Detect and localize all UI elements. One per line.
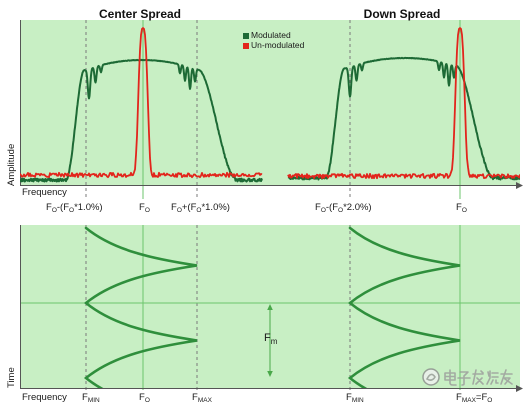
watermark-glyph-3 bbox=[472, 369, 484, 385]
watermark-glyph-4 bbox=[486, 370, 499, 385]
label-text: -(F bbox=[325, 202, 339, 213]
label-subscript: O bbox=[320, 207, 326, 214]
down-spread-title: Down Spread bbox=[363, 7, 441, 21]
amplitude-axis-label: Amplitude bbox=[6, 143, 17, 186]
label-text: F bbox=[46, 202, 52, 213]
label-text: F bbox=[346, 392, 352, 403]
label-text: +(F bbox=[181, 202, 197, 213]
spectrum-axes bbox=[20, 20, 523, 189]
center-spread-modulated-spectrum bbox=[20, 58, 263, 183]
label-text: F bbox=[456, 202, 462, 213]
label-subscript: O bbox=[69, 207, 75, 214]
watermark-mark-icon bbox=[426, 373, 436, 381]
label-text: F bbox=[82, 392, 88, 403]
modulation-period-label: Fm bbox=[264, 332, 278, 346]
label-subscript: O bbox=[51, 207, 57, 214]
label-text: *1.0%) bbox=[201, 202, 230, 213]
center-spread-unmodulated-spectrum bbox=[20, 27, 263, 179]
center-fo-plus-label: FO+(FO*1.0%) bbox=[171, 202, 230, 214]
label-text: -(F bbox=[56, 202, 70, 213]
legend-modulated-label: Modulated bbox=[251, 30, 291, 40]
sweep-axes bbox=[20, 225, 523, 392]
top-frequency-axis-arrowhead bbox=[516, 182, 523, 189]
sweep-curves bbox=[83, 226, 461, 388]
label-subscript: O bbox=[196, 207, 202, 214]
down-fo-label: FO bbox=[456, 202, 467, 214]
center-spread-frequency-sweep bbox=[83, 226, 198, 388]
bottom-frequency-axis-label: Frequency bbox=[22, 392, 67, 403]
down-fmax-label: FMAX=FO bbox=[456, 392, 493, 404]
down-spread-unmodulated-spectrum bbox=[287, 27, 520, 180]
center-spread-title: Center Spread bbox=[98, 7, 182, 21]
center-fo-label: FO bbox=[139, 202, 150, 214]
label-text: F bbox=[139, 202, 145, 213]
modulation-period-arrow bbox=[267, 304, 273, 377]
watermark-glyph-2 bbox=[457, 371, 471, 386]
legend-unmodulated-swatch bbox=[243, 43, 249, 49]
label-subscript: MIN bbox=[87, 397, 100, 404]
label-text: *2.0%) bbox=[343, 202, 372, 213]
label-text: F bbox=[192, 392, 198, 403]
modulation-period-arrow-top-head bbox=[267, 304, 273, 310]
label-text: =F bbox=[475, 392, 488, 403]
center-fmax-label: FMAX bbox=[192, 392, 212, 404]
down-fmin-label: FMIN bbox=[346, 392, 364, 404]
label-subscript: MIN bbox=[351, 397, 364, 404]
label-text: F bbox=[139, 392, 145, 403]
watermark-glyph-1 bbox=[444, 369, 457, 386]
down-spread-modulated-spectrum bbox=[287, 56, 520, 181]
sweep-guides bbox=[20, 225, 520, 390]
label-subscript: MAX bbox=[461, 397, 476, 404]
label-subscript: O bbox=[338, 207, 344, 214]
down-fo-minus-label: FO-(FO*2.0%) bbox=[315, 202, 372, 214]
center-sweep-fo-label: FO bbox=[139, 392, 150, 404]
label-text: F bbox=[264, 332, 271, 344]
label-text: F bbox=[315, 202, 321, 213]
top-frequency-axis-label: Frequency bbox=[22, 187, 67, 198]
label-subscript: MAX bbox=[197, 397, 212, 404]
watermark-circle-icon bbox=[422, 368, 440, 386]
watermark-logo bbox=[422, 368, 513, 386]
label-subscript: O bbox=[461, 207, 467, 214]
spectrum-guides bbox=[85, 20, 461, 199]
label-subscript: O bbox=[144, 397, 150, 404]
modulation-period-arrow-bottom-head bbox=[267, 371, 273, 377]
label-subscript: m bbox=[270, 337, 278, 346]
label-subscript: O bbox=[176, 207, 182, 214]
time-axis-label: Time bbox=[6, 367, 17, 388]
label-text: F bbox=[171, 202, 177, 213]
spectrum-panel-background bbox=[20, 20, 520, 185]
label-subscript: O bbox=[144, 207, 150, 214]
down-spread-frequency-sweep bbox=[347, 226, 461, 388]
label-text: *1.0%) bbox=[74, 202, 103, 213]
label-text: F bbox=[456, 392, 462, 403]
watermark-glyph-5 bbox=[500, 369, 513, 385]
bottom-frequency-axis-arrowhead bbox=[516, 385, 523, 392]
spectrum-curves bbox=[20, 27, 520, 183]
legend-unmodulated-label: Un-modulated bbox=[251, 40, 305, 50]
legend-modulated-swatch bbox=[243, 33, 249, 39]
center-fmin-label: FMIN bbox=[82, 392, 100, 404]
label-subscript: O bbox=[487, 397, 493, 404]
center-fo-minus-label: FO-(FO*1.0%) bbox=[46, 202, 103, 214]
